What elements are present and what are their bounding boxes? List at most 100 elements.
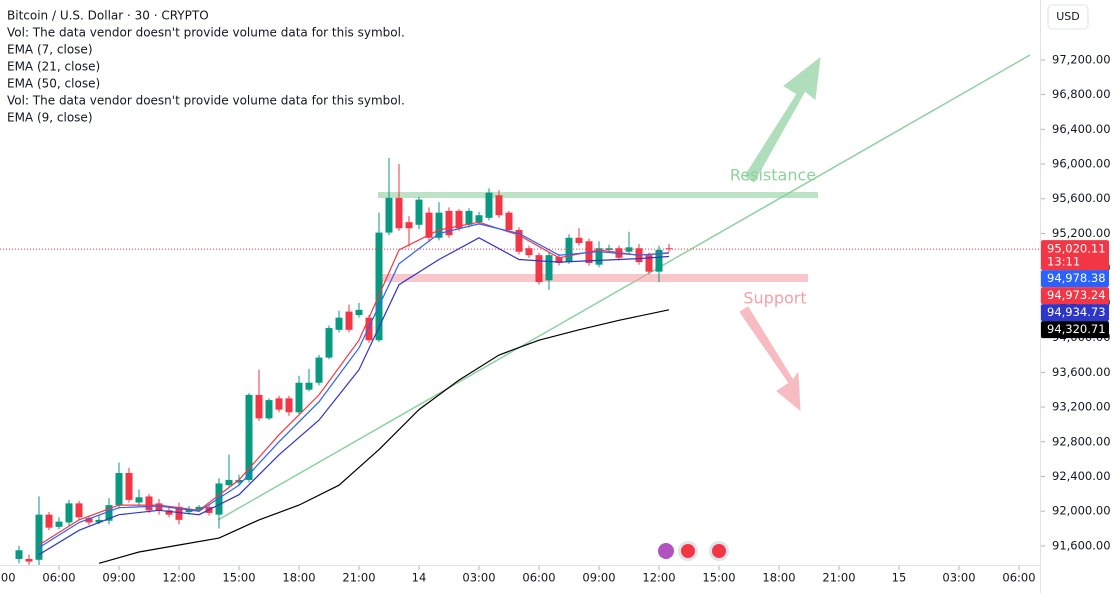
up-arrow (744, 56, 821, 183)
event-icon (658, 543, 674, 559)
y-tick-label: 91,600.00 (1052, 538, 1111, 552)
price-tag (1041, 321, 1109, 339)
price-tag-label: 94,934.73 (1047, 305, 1106, 319)
resistance-zone (378, 192, 818, 198)
y-tick-label: 96,000.00 (1052, 157, 1111, 171)
x-tick-label: 18:00 (762, 571, 795, 585)
ema-line (38, 237, 670, 556)
candle-body (445, 210, 453, 236)
footer-icons (658, 541, 729, 561)
support-label: Support (743, 289, 806, 308)
candle-body (315, 357, 323, 383)
candle-body (125, 473, 133, 500)
price-tag-label: 94,973.24 (1047, 288, 1106, 302)
candle-body (155, 503, 163, 511)
candle-body (415, 199, 423, 225)
price-tag-label: 94,320.71 (1047, 322, 1106, 336)
candle-body (295, 382, 303, 413)
candle-body (35, 514, 43, 560)
x-tick-label: 03:00 (942, 571, 975, 585)
x-tick-label: 21:00 (342, 571, 375, 585)
legend-entry: EMA (50, close) (7, 77, 100, 91)
candle-body (565, 237, 573, 263)
candle-body (195, 506, 203, 510)
candle-body (505, 212, 513, 230)
x-tick-label: 06:00 (42, 571, 75, 585)
candle-body (145, 496, 153, 511)
candle-body (305, 382, 313, 390)
candle-body (515, 229, 523, 252)
countdown-label: 13:11 (1047, 255, 1080, 269)
candle-body (215, 483, 223, 515)
candle-body (365, 317, 373, 341)
candle-body (15, 550, 23, 559)
y-tick-label: 95,200.00 (1052, 226, 1111, 240)
price-tag (1041, 287, 1109, 305)
price-tag (1041, 304, 1109, 322)
y-tick-label: 92,800.00 (1052, 434, 1111, 448)
candle-body (345, 311, 353, 330)
candle-body (495, 195, 503, 216)
x-tick-label: 09:00 (582, 571, 615, 585)
candle-body (75, 503, 83, 518)
legend-note: Vol: The data vendor doesn't provide vol… (7, 26, 405, 40)
trend-line (217, 54, 1031, 521)
candle-body (165, 510, 173, 515)
candle-body (55, 521, 63, 527)
candle-body (575, 237, 583, 244)
currency[interactable]: USD (1056, 10, 1080, 23)
candle-body (225, 479, 233, 486)
ema-line (38, 223, 670, 549)
candle-body (265, 400, 273, 419)
x-tick-label: 03:00 (462, 571, 495, 585)
legend-entry: EMA (7, close) (7, 43, 93, 57)
y-tick-label: 93,600.00 (1052, 365, 1111, 379)
x-tick-label: 18:00 (282, 571, 315, 585)
candle-body (335, 317, 343, 330)
candle-body (135, 497, 143, 503)
down-arrow (739, 306, 801, 412)
candle-body (625, 247, 633, 252)
event-icon (712, 544, 726, 558)
y-tick-label: 95,600.00 (1052, 191, 1111, 205)
ema-line (38, 221, 670, 546)
candle-body (455, 210, 463, 229)
y-tick-label: 97,200.00 (1052, 52, 1111, 66)
last-price-tag (1041, 240, 1109, 271)
candle-body (115, 473, 123, 506)
x-tick-label: 06:00 (1002, 571, 1035, 585)
x-tick-label: 06:00 (522, 571, 555, 585)
y-tick-label: 93,200.00 (1052, 400, 1111, 414)
candle-body (655, 249, 663, 272)
candle-body (255, 394, 263, 419)
legend-entry: EMA (9, close) (7, 111, 93, 125)
x-tick-label: 12:00 (162, 571, 195, 585)
candle-body (645, 255, 653, 272)
candle-body (105, 505, 113, 521)
x-tick-label: 15:00 (702, 571, 735, 585)
candle-body (285, 398, 293, 413)
candle-body (405, 222, 413, 229)
candle-body (375, 232, 383, 341)
candle-body (385, 197, 393, 233)
ema-line (98, 309, 670, 564)
candle-body (595, 248, 603, 265)
y-tick-label: 96,400.00 (1052, 122, 1111, 136)
legend-entry: EMA (21, close) (7, 60, 100, 74)
candle-body (545, 255, 553, 281)
candle-body (435, 212, 443, 238)
last-price-label: 95,020.11 (1047, 242, 1106, 256)
plot-area (15, 54, 1031, 565)
y-tick-label: 96,800.00 (1052, 87, 1111, 101)
y-tick-label: 92,000.00 (1052, 504, 1111, 518)
candle-body (355, 309, 363, 316)
y-tick-label: 92,400.00 (1052, 469, 1111, 483)
candle-body (185, 509, 193, 513)
candle-body (425, 212, 433, 238)
price-tag (1041, 270, 1109, 288)
legend-note: Vol: The data vendor doesn't provide vol… (7, 94, 405, 108)
candle-body (65, 503, 73, 523)
currency-button[interactable] (1047, 4, 1089, 30)
x-tick-label: 09:00 (102, 571, 135, 585)
